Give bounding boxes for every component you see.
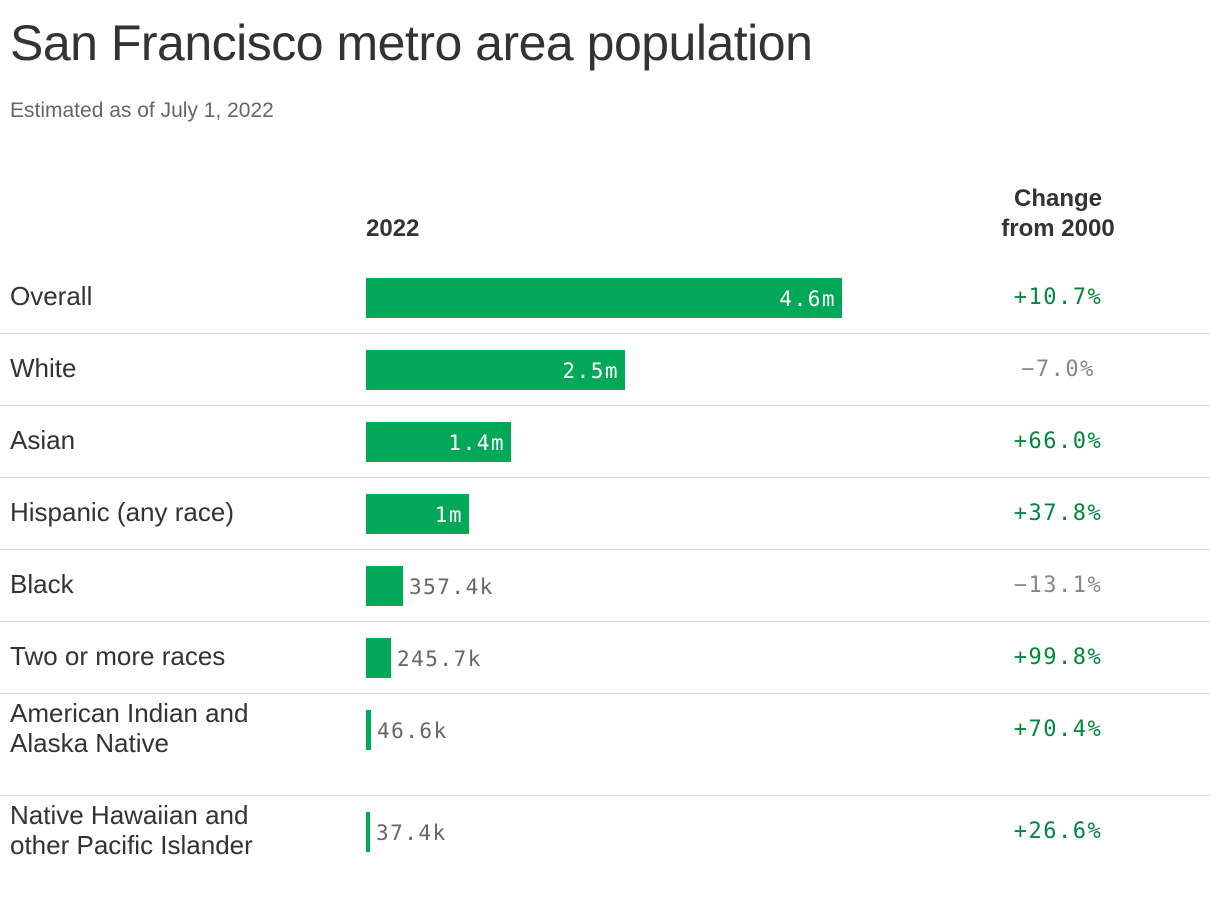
- change-value: −7.0%: [1021, 357, 1095, 382]
- bar: [366, 710, 371, 750]
- change-value: +66.0%: [1013, 429, 1103, 454]
- category-label: American Indian and Alaska Native: [10, 698, 248, 758]
- category-label-line: Black: [10, 569, 74, 599]
- category-label-line: Two or more races: [10, 641, 226, 671]
- row-divider: [0, 549, 1210, 550]
- value-label: 245.7k: [397, 647, 482, 671]
- value-label: 37.4k: [376, 821, 447, 845]
- change-value: +70.4%: [1013, 717, 1103, 742]
- bar: [366, 350, 625, 390]
- row-divider: [0, 693, 1210, 694]
- value-label: 46.6k: [377, 719, 448, 743]
- change-value: +99.8%: [1013, 645, 1103, 670]
- category-label-line: Hispanic (any race): [10, 497, 234, 527]
- row-divider: [0, 621, 1210, 622]
- bar: [366, 494, 469, 534]
- bar: [366, 638, 391, 678]
- chart-subtitle: Estimated as of July 1, 2022: [10, 99, 274, 122]
- value-column-header: 2022: [366, 215, 420, 242]
- change-column-header: Change from 2000: [958, 184, 1158, 244]
- category-label-line: other Pacific Islander: [10, 830, 253, 860]
- bar: [366, 278, 842, 318]
- row-divider: [0, 795, 1210, 796]
- bar: [366, 422, 511, 462]
- category-label-line: Native Hawaiian and: [10, 800, 249, 830]
- bar: [366, 812, 370, 852]
- row-divider: [0, 477, 1210, 478]
- value-label: 1.4m: [448, 431, 505, 455]
- category-label: Two or more races: [10, 641, 225, 671]
- category-label: Native Hawaiian and other Pacific Islande…: [10, 800, 253, 860]
- category-label-line: Alaska Native: [10, 728, 169, 758]
- value-label: 1m: [434, 503, 463, 527]
- category-label-line: American Indian and: [10, 698, 249, 728]
- category-label-line: Overall: [10, 281, 93, 311]
- change-value: +37.8%: [1013, 501, 1103, 526]
- row-divider: [0, 333, 1210, 334]
- change-value: −13.1%: [1013, 573, 1103, 598]
- value-label: 4.6m: [779, 287, 836, 311]
- category-label: Asian: [10, 425, 75, 455]
- value-label: 357.4k: [409, 575, 494, 599]
- category-label: Hispanic (any race): [10, 497, 234, 527]
- change-value: +26.6%: [1013, 819, 1103, 844]
- category-label: White: [10, 353, 76, 383]
- category-label-line: Asian: [10, 425, 76, 455]
- change-header-line2: from 2000: [1001, 215, 1115, 242]
- row-divider: [0, 405, 1210, 406]
- change-value: +10.7%: [1013, 285, 1103, 310]
- category-label-line: White: [10, 353, 77, 383]
- category-label: Black: [10, 569, 74, 599]
- category-label: Overall: [10, 281, 92, 311]
- chart-title: San Francisco metro area population: [10, 15, 813, 71]
- bar: [366, 566, 403, 606]
- change-header-line1: Change: [1013, 185, 1102, 212]
- value-label: 2.5m: [562, 359, 619, 383]
